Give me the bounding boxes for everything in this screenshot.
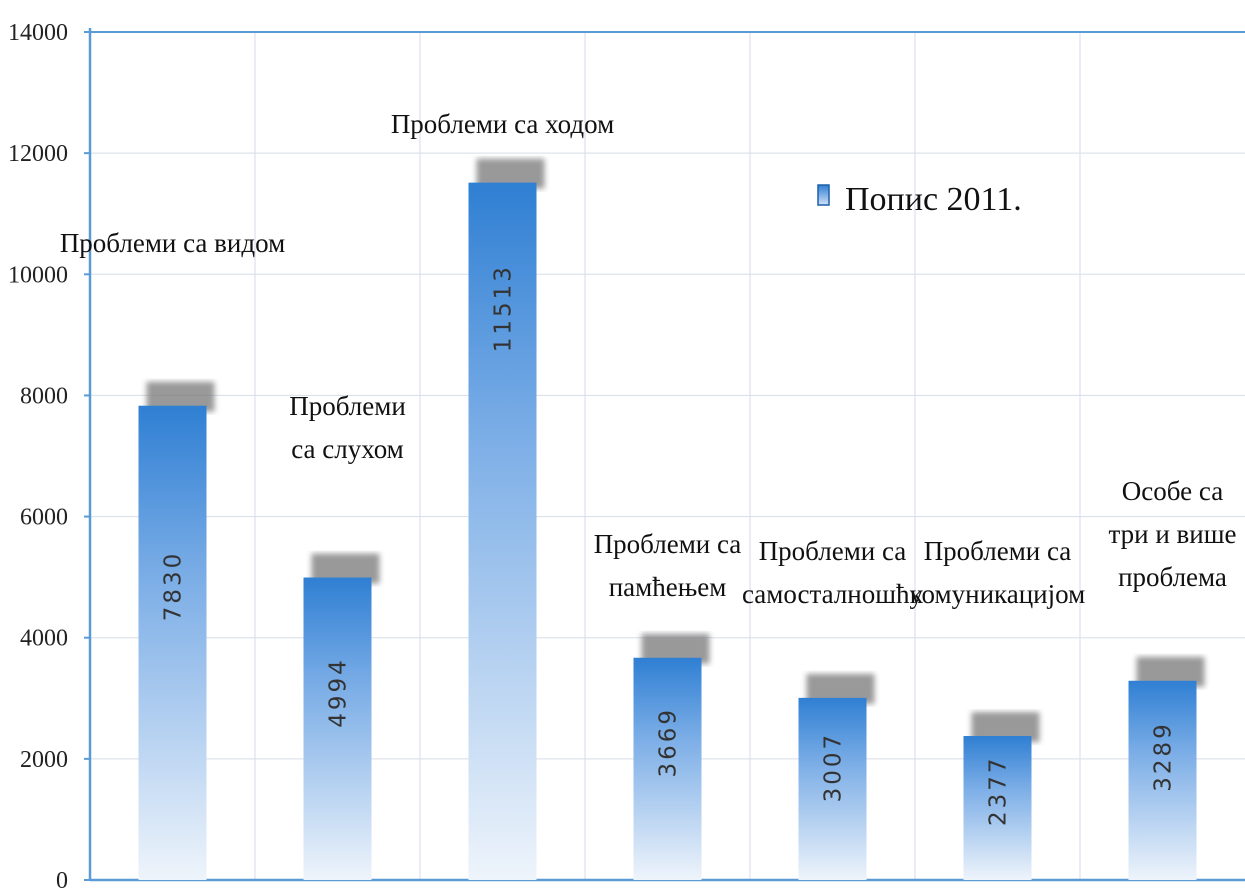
y-tick-label: 12000	[8, 141, 68, 167]
bar	[303, 577, 372, 880]
y-tick-label: 0	[56, 868, 68, 889]
data-label: 2377	[986, 755, 1012, 826]
bar	[138, 405, 207, 880]
data-label: 3289	[1151, 721, 1177, 792]
bar	[798, 697, 867, 880]
legend: Попис 2011.	[817, 181, 1022, 218]
data-label: 3669	[656, 707, 682, 778]
gridlines	[90, 31, 1245, 880]
bars	[138, 158, 1205, 881]
data-label: 3007	[821, 732, 847, 803]
category-label: Проблеми са	[759, 536, 907, 566]
bar	[468, 182, 537, 881]
y-tick-label: 6000	[20, 505, 68, 531]
category-label: три и више	[1109, 519, 1237, 549]
category-label: Проблеми са видом	[60, 228, 285, 258]
category-label: комуникацијом	[910, 579, 1085, 609]
data-label: 7830	[161, 551, 187, 622]
y-tick-label: 8000	[20, 383, 68, 409]
y-tick-label: 10000	[8, 262, 68, 288]
bar	[1128, 680, 1197, 880]
category-label: Проблеми са ходом	[391, 109, 614, 139]
data-label: 11513	[491, 264, 517, 352]
bar	[963, 736, 1032, 880]
category-label: проблема	[1118, 562, 1227, 592]
data-label: 4994	[326, 657, 352, 728]
category-label: самосталношћу	[742, 579, 924, 609]
category-label: памћењем	[609, 572, 727, 602]
y-tick-label: 4000	[20, 626, 68, 652]
legend-swatch	[817, 184, 830, 206]
category-label: Проблеми	[289, 391, 406, 421]
y-tick-label: 14000	[8, 20, 68, 46]
category-label: са слухом	[291, 434, 404, 464]
category-label: Особе са	[1122, 476, 1223, 506]
legend-label: Попис 2011.	[845, 181, 1022, 218]
labels: 0 2000 4000 6000 8000 10000 12000 14000 7830 Проб…	[8, 20, 1237, 889]
y-tick-label: 2000	[20, 747, 68, 773]
bar	[633, 657, 702, 880]
category-label: Проблеми са	[594, 529, 742, 559]
category-label: Проблеми са	[924, 536, 1072, 566]
